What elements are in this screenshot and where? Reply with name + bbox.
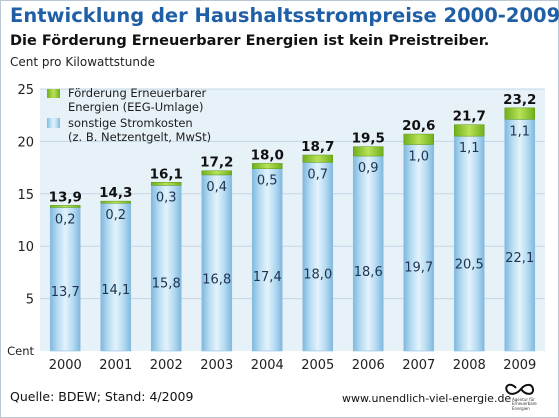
label-other-2006: 18,6 bbox=[354, 265, 383, 280]
bar-eeg-2000 bbox=[50, 205, 81, 208]
bar-eeg-2008 bbox=[454, 124, 485, 137]
label-eeg-2003: 0,4 bbox=[206, 180, 227, 195]
bar-eeg-2006 bbox=[353, 146, 384, 157]
label-eeg-2008: 1,1 bbox=[459, 141, 480, 156]
label-eeg-2002: 0,3 bbox=[156, 190, 177, 205]
x-tick-label-2009: 2009 bbox=[503, 358, 536, 373]
x-tick-label-2000: 2000 bbox=[49, 358, 82, 373]
y-tick-label: 5 bbox=[26, 293, 34, 308]
label-eeg-2005: 0,7 bbox=[307, 167, 328, 182]
x-tick-label-2007: 2007 bbox=[402, 358, 435, 373]
website-link[interactable]: www.unendlich-viel-energie.de bbox=[342, 392, 512, 405]
x-tick-label-2004: 2004 bbox=[251, 358, 284, 373]
label-other-2000: 13,7 bbox=[51, 285, 80, 300]
y-tick-label: Cent bbox=[7, 344, 34, 358]
label-other-2008: 20,5 bbox=[455, 257, 484, 272]
label-eeg-2001: 0,2 bbox=[105, 208, 126, 223]
legend-swatch-other bbox=[47, 118, 60, 128]
x-tick-label-2006: 2006 bbox=[352, 358, 385, 373]
bar-other-2006 bbox=[352, 155, 384, 352]
bar-eeg-2004 bbox=[252, 163, 283, 169]
bar-other-2009 bbox=[504, 119, 536, 352]
label-eeg-2009: 1,1 bbox=[509, 124, 530, 139]
x-tick-label-2001: 2001 bbox=[99, 358, 132, 373]
x-axis-ticks: 2000 2001 2002 2003 2004 2005 2006 2007 2008 2009 bbox=[49, 358, 537, 373]
bar-other-2008 bbox=[453, 135, 485, 352]
chart-subtitle: Die Förderung Erneuerbarer Energien ist … bbox=[10, 33, 490, 49]
y-tick-label: 10 bbox=[17, 240, 34, 255]
label-total-2000: 13,9 bbox=[49, 189, 82, 205]
legend-swatch-eeg bbox=[47, 89, 60, 98]
legend-label-other-line1: sonstige Stromkosten bbox=[68, 116, 193, 130]
bar-other-2005 bbox=[302, 162, 334, 352]
bar-other-2003 bbox=[201, 174, 233, 352]
bar-eeg-2007 bbox=[403, 133, 434, 145]
bar-other-2004 bbox=[251, 168, 283, 352]
source-note: Quelle: BDEW; Stand: 4/2009 bbox=[10, 389, 194, 404]
bar-eeg-2005 bbox=[302, 154, 333, 163]
label-total-2008: 21,7 bbox=[453, 109, 486, 125]
bar-other-2007 bbox=[403, 144, 435, 352]
bar-eeg-2003 bbox=[201, 170, 232, 176]
label-other-2004: 17,4 bbox=[253, 270, 282, 285]
label-total-2001: 14,3 bbox=[99, 185, 132, 201]
label-total-2003: 17,2 bbox=[200, 155, 233, 171]
legend-label-eeg-line1: Förderung Erneuerbarer bbox=[68, 86, 207, 100]
label-other-2007: 19,7 bbox=[404, 261, 433, 276]
bar-other-2001 bbox=[100, 202, 132, 352]
y-tick-label: 20 bbox=[17, 135, 34, 150]
label-other-2001: 14,1 bbox=[101, 283, 130, 298]
label-total-2005: 18,7 bbox=[301, 139, 334, 155]
bar-other-2000 bbox=[49, 207, 81, 352]
label-other-2002: 15,8 bbox=[152, 276, 181, 291]
stacked-bar-chart: Cent 5 10 15 20 25 13,7 0,2 13,9 14,1 0,2 14,3 15,8… bbox=[7, 83, 545, 373]
x-tick-label-2005: 2005 bbox=[301, 358, 334, 373]
label-total-2002: 16,1 bbox=[150, 166, 183, 182]
bars: 13,7 0,2 13,9 14,1 0,2 14,3 15,8 0,3 16,1 16,8 0,4… bbox=[49, 92, 536, 352]
y-axis-ticks: Cent 5 10 15 20 25 bbox=[7, 83, 34, 358]
label-eeg-2000: 0,2 bbox=[55, 212, 76, 227]
bar-other-2002 bbox=[150, 185, 182, 352]
label-other-2005: 18,0 bbox=[303, 267, 332, 282]
bar-eeg-2001 bbox=[100, 200, 131, 204]
label-other-2009: 22,1 bbox=[505, 251, 534, 266]
label-total-2007: 20,6 bbox=[402, 118, 435, 134]
y-tick-label: 15 bbox=[17, 188, 34, 203]
logo-caption: Agentur für Erneuerbare Energien bbox=[512, 397, 537, 411]
agency-logo-icon bbox=[505, 383, 535, 395]
label-total-2004: 18,0 bbox=[251, 147, 284, 163]
label-eeg-2007: 1,0 bbox=[408, 150, 429, 165]
label-total-2009: 23,2 bbox=[503, 92, 536, 108]
x-tick-label-2002: 2002 bbox=[150, 358, 183, 373]
x-tick-label-2003: 2003 bbox=[200, 358, 233, 373]
label-other-2003: 16,8 bbox=[202, 272, 231, 287]
x-tick-label-2008: 2008 bbox=[453, 358, 486, 373]
bar-eeg-2009 bbox=[504, 107, 535, 120]
legend-label-other-line2: (z. B. Netzentgelt, MwSt) bbox=[68, 130, 211, 144]
legend: Förderung Erneuerbarer Energien (EEG-Uml… bbox=[47, 86, 211, 144]
unit-label: Cent pro Kilowattstunde bbox=[10, 55, 155, 69]
label-eeg-2004: 0,5 bbox=[257, 174, 278, 189]
label-total-2006: 19,5 bbox=[352, 131, 385, 147]
bar-eeg-2002 bbox=[151, 182, 182, 186]
y-tick-label: 25 bbox=[17, 83, 34, 98]
chart-title: Entwicklung der Haushaltsstrompreise 200… bbox=[10, 4, 559, 27]
legend-label-eeg-line2: Energien (EEG-Umlage) bbox=[68, 100, 203, 114]
label-eeg-2006: 0,9 bbox=[358, 161, 379, 176]
